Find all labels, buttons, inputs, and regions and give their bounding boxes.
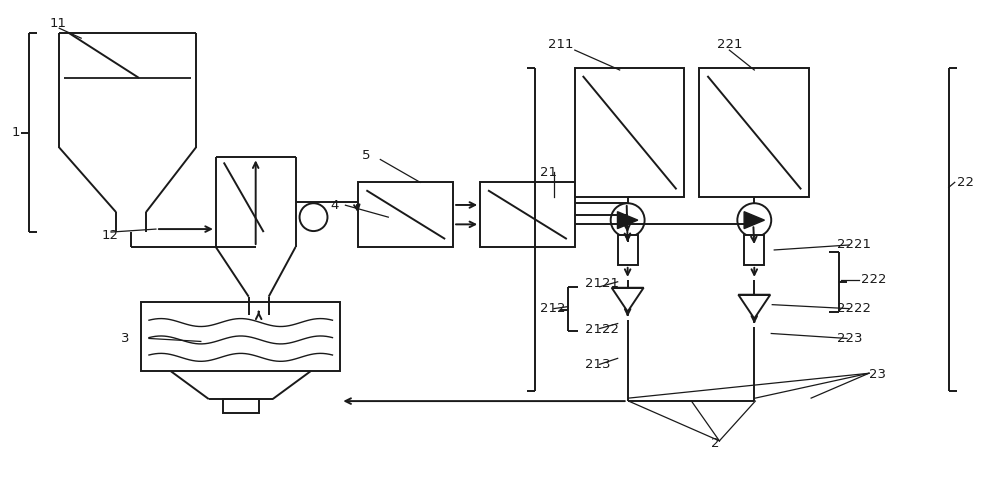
Text: 1: 1 — [11, 126, 20, 139]
Text: 2: 2 — [711, 437, 720, 450]
Polygon shape — [744, 212, 764, 228]
Text: 2122: 2122 — [585, 323, 619, 336]
Text: 211: 211 — [548, 37, 573, 51]
Bar — [480, 182, 575, 247]
Text: 21: 21 — [540, 166, 557, 179]
Text: 4: 4 — [330, 199, 339, 212]
Text: 213: 213 — [585, 358, 610, 371]
Text: 2222: 2222 — [837, 302, 871, 315]
Text: 221: 221 — [717, 37, 743, 51]
Bar — [618, 235, 638, 265]
Text: 223: 223 — [837, 332, 863, 345]
Text: 11: 11 — [49, 17, 66, 30]
Bar — [223, 399, 259, 413]
Text: 5: 5 — [362, 149, 371, 162]
Text: 22: 22 — [957, 176, 974, 189]
Text: 222: 222 — [861, 273, 886, 286]
Text: 2221: 2221 — [837, 239, 871, 251]
Bar — [358, 182, 453, 247]
Text: 3: 3 — [121, 332, 130, 345]
Polygon shape — [738, 295, 770, 318]
Bar — [744, 235, 764, 265]
Polygon shape — [612, 288, 644, 312]
Text: 23: 23 — [869, 368, 886, 381]
Bar — [575, 68, 684, 197]
Text: 12: 12 — [101, 228, 118, 242]
Text: 212: 212 — [540, 302, 565, 315]
Bar — [141, 301, 340, 371]
Bar — [699, 68, 809, 197]
Text: 2121: 2121 — [585, 277, 619, 290]
Polygon shape — [617, 212, 638, 228]
